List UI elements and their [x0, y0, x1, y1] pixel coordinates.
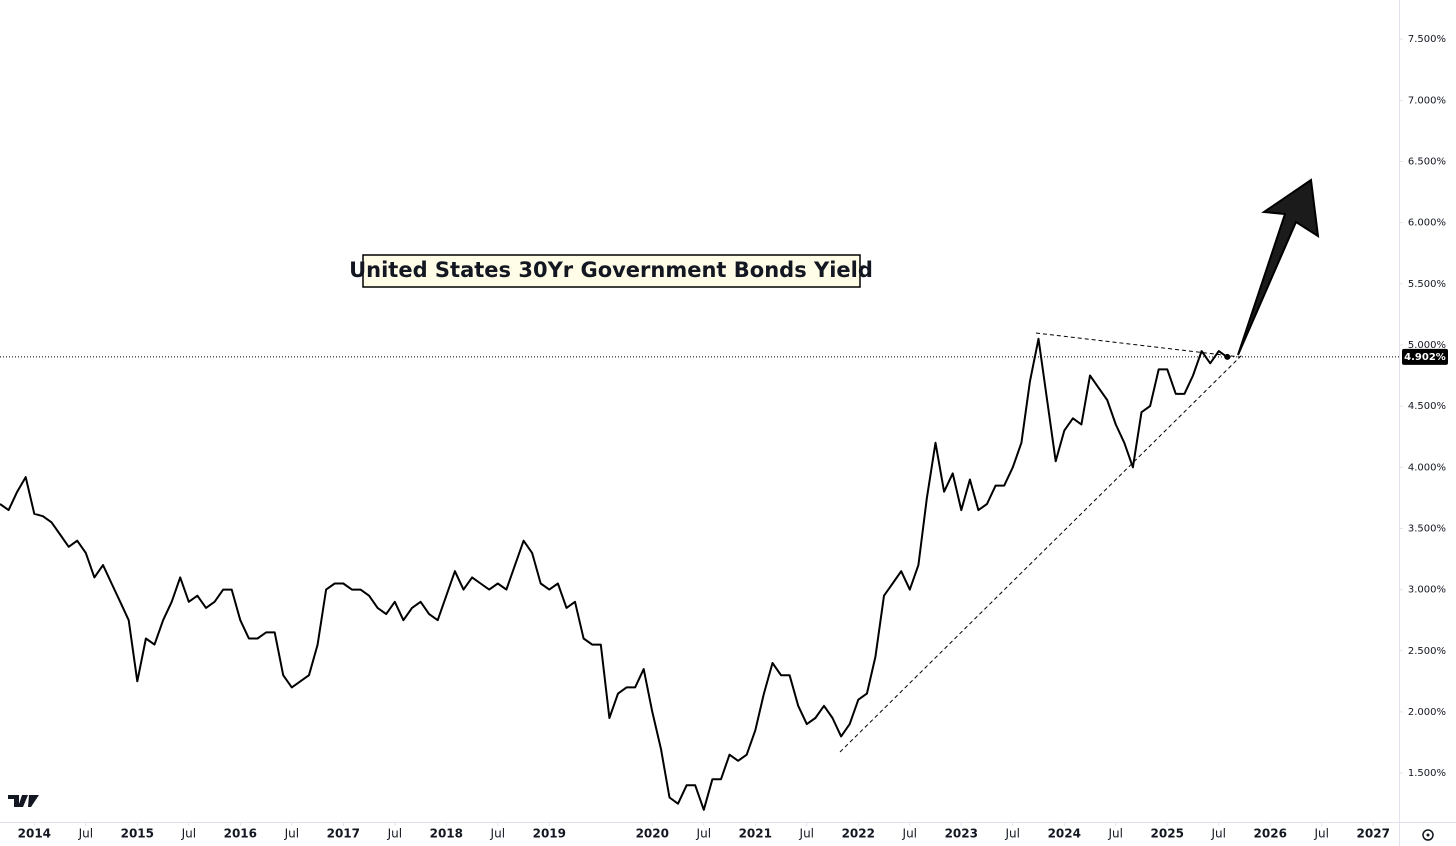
- chart-title: United States 30Yr Government Bonds Yiel…: [349, 258, 873, 282]
- y-tick-label: 2.000%: [1408, 707, 1446, 718]
- y-tick-label: 2.500%: [1408, 646, 1446, 657]
- y-tick-label: 7.000%: [1408, 95, 1446, 106]
- x-tick-label: Jul: [1211, 827, 1226, 841]
- y-tick-label: 6.500%: [1408, 156, 1446, 167]
- x-tick-label: Jul: [1314, 827, 1329, 841]
- y-tick-label: 3.000%: [1408, 585, 1446, 596]
- logo: [8, 795, 39, 807]
- resistance-trendline: [1035, 332, 1241, 358]
- y-tick-label: 1.500%: [1408, 768, 1446, 779]
- x-tick-label: Jul: [387, 827, 402, 841]
- x-tick-label: Jul: [181, 827, 196, 841]
- last-price-label: 4.902%: [1404, 352, 1446, 363]
- title-box: [362, 254, 861, 288]
- y-tick-label: 7.500%: [1408, 34, 1446, 45]
- up-arrow: [1237, 178, 1320, 356]
- y-tick-label: 5.500%: [1408, 279, 1446, 290]
- settings-icon[interactable]: [1422, 829, 1434, 841]
- price-line: [0, 337, 1228, 811]
- y-tick-label: 4.500%: [1408, 401, 1446, 412]
- x-tick-label: 2023: [945, 827, 978, 841]
- y-tick-label: 4.000%: [1408, 462, 1446, 473]
- x-tick-label: Jul: [696, 827, 711, 841]
- x-tick-label: Jul: [1005, 827, 1020, 841]
- support-trendline: [839, 354, 1243, 753]
- x-tick-label: Jul: [902, 827, 917, 841]
- settings-ring[interactable]: [1422, 829, 1434, 841]
- x-tick-label: 2024: [1048, 827, 1081, 841]
- x-tick-label: 2025: [1151, 827, 1184, 841]
- last-price-dot: [1224, 353, 1231, 360]
- x-tick-label: 2020: [636, 827, 669, 841]
- x-tick-label: 2017: [327, 827, 360, 841]
- settings-dot[interactable]: [1426, 833, 1430, 837]
- x-tick-label: Jul: [490, 827, 505, 841]
- x-tick-label: Jul: [284, 827, 299, 841]
- x-tick-label: 2015: [121, 827, 154, 841]
- y-tick-label: 3.500%: [1408, 523, 1446, 534]
- x-tick-label: 2014: [18, 827, 51, 841]
- last-price-badge: [1402, 348, 1448, 365]
- x-tick-label: 2022: [842, 827, 875, 841]
- x-tick-label: Jul: [799, 827, 814, 841]
- x-tick-label: 2027: [1357, 827, 1390, 841]
- x-tick-label: Jul: [1108, 827, 1123, 841]
- x-tick-label: 2026: [1254, 827, 1287, 841]
- x-tick-label: 2016: [224, 827, 257, 841]
- x-tick-label: 2018: [430, 827, 463, 841]
- x-tick-label: Jul: [78, 827, 93, 841]
- x-tick-label: 2021: [739, 827, 772, 841]
- x-tick-label: 2019: [533, 827, 566, 841]
- y-tick-label: 5.000%: [1408, 340, 1446, 351]
- y-tick-label: 6.000%: [1408, 218, 1446, 229]
